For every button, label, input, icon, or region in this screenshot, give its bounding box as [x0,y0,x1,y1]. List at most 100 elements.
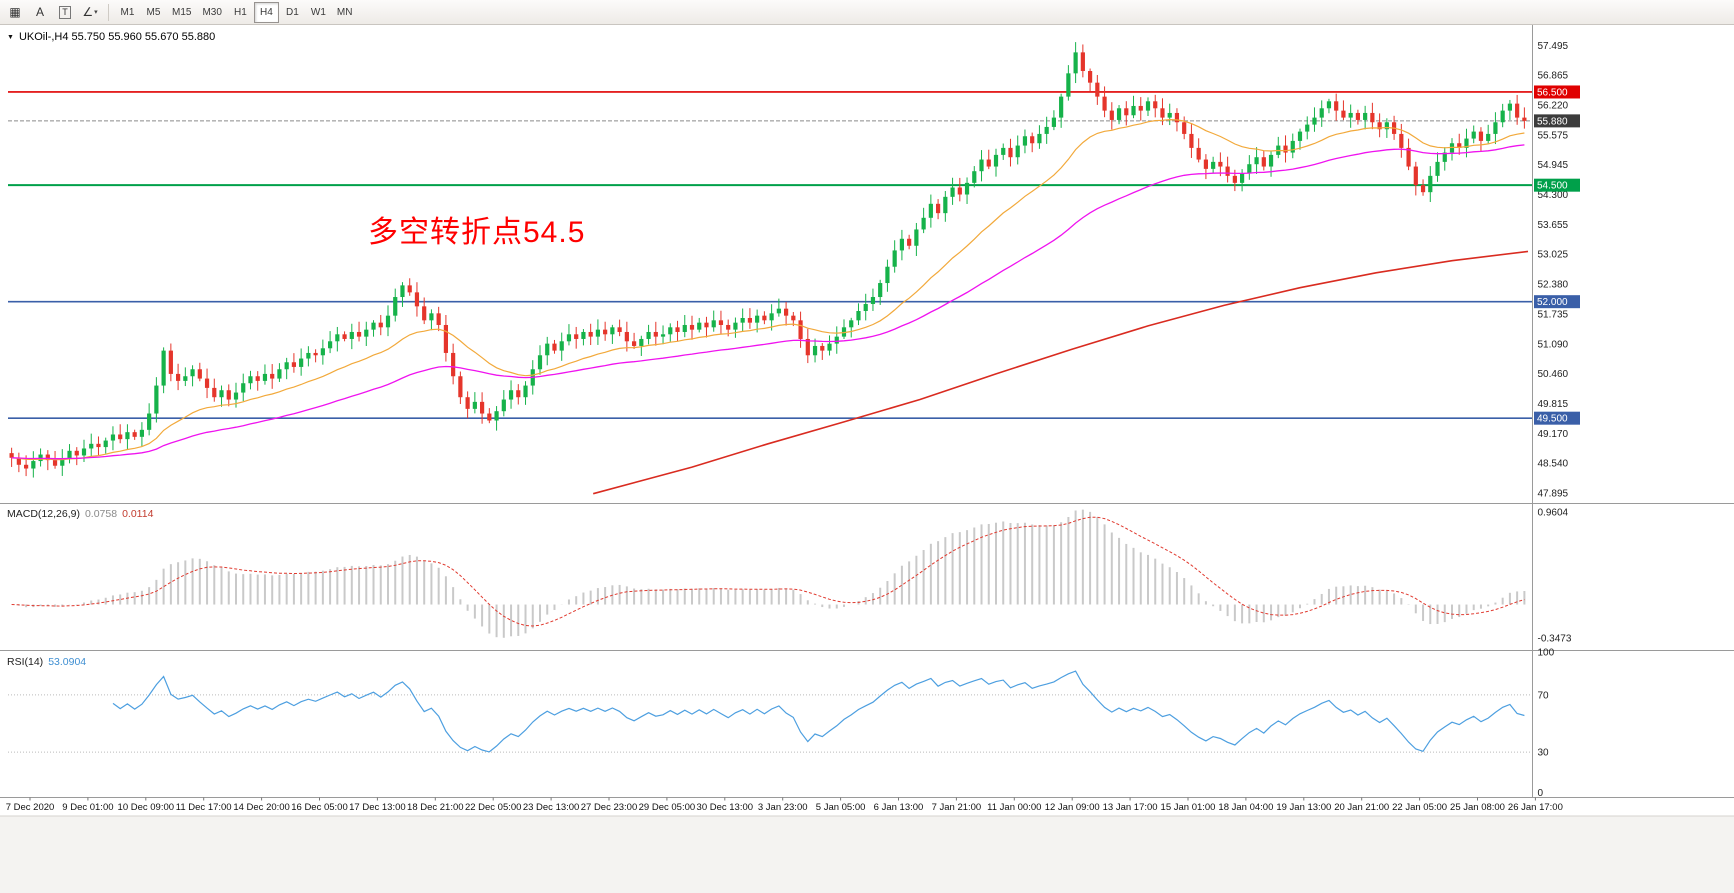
rsi-axis-label: 0 [1538,788,1544,799]
time-axis-label: 6 Jan 13:00 [874,802,924,813]
svg-text:54.500: 54.500 [1537,181,1568,192]
time-axis-label: 25 Jan 08:00 [1450,802,1505,813]
price-badge-52.000: 52.000 [1534,295,1580,309]
price-tick-label: 53.025 [1538,249,1569,260]
time-axis-label: 22 Dec 05:00 [465,802,522,813]
time-axis-label: 30 Dec 13:00 [697,802,754,813]
rsi-axis-label: 30 [1538,748,1550,759]
horizontal-level-lines[interactable] [8,91,1533,419]
price-tick-label: 52.380 [1538,279,1569,290]
ma-medium-line [11,144,1525,460]
symbol-header: ▼ UKOil-,H4 55.750 55.960 55.670 55.880 [7,31,215,43]
time-axis-label: 22 Jan 05:00 [1392,802,1447,813]
time-axis-label: 26 Jan 17:00 [1508,802,1563,813]
grid-icon: ▦ [9,5,21,19]
rsi-value: 53.0904 [48,656,87,668]
ma-fast-line [11,118,1525,461]
time-axis-label: 14 Dec 20:00 [233,802,290,813]
price-tick-label: 49.170 [1538,429,1569,440]
price-tick-label: 51.735 [1538,310,1569,321]
macd-axis-label: 0.9604 [1538,507,1569,518]
svg-text:56.500: 56.500 [1537,87,1568,98]
svg-text:49.500: 49.500 [1537,414,1568,425]
time-axis-label: 16 Dec 05:00 [291,802,348,813]
time-axis-label: 7 Dec 2020 [6,802,55,813]
price-badge-56.500: 56.500 [1534,85,1580,99]
time-axis-label: 27 Dec 23:00 [581,802,638,813]
time-axis-label: 3 Jan 23:00 [758,802,808,813]
timeframe-m15-button[interactable]: M15 [167,2,196,23]
symbol-ohlc-text: UKOil-,H4 55.750 55.960 55.670 55.880 [18,31,216,43]
time-axis-label: 18 Dec 21:00 [407,802,464,813]
time-axis-label: 19 Jan 13:00 [1276,802,1331,813]
price-tick-label: 47.895 [1538,488,1569,499]
macd-indicator [11,509,1526,638]
price-tick-label: 56.220 [1538,101,1569,112]
time-axis-label: 11 Dec 17:00 [176,802,232,813]
price-tick-label: 57.495 [1538,41,1569,52]
symbol-dropdown-icon[interactable]: ▼ [7,33,14,41]
time-axis-label: 11 Jan 00:00 [987,802,1041,813]
macd-indicator-label: MACD(12,26,9) 0.0758 0.0114 [7,508,153,520]
svg-text:52.000: 52.000 [1537,297,1568,308]
rsi-name: RSI(14) [7,656,44,668]
macd-signal-line [11,516,1525,627]
toolbar-separator [108,3,109,21]
timeframe-mn-button[interactable]: MN [332,2,358,23]
rsi-indicator-label: RSI(14) 53.0904 [7,656,86,668]
svg-text:55.880: 55.880 [1537,116,1568,127]
shapes-icon: ∠ [82,5,94,19]
timeframe-m5-button[interactable]: M5 [141,2,166,23]
text-tool-button[interactable]: T [53,2,77,23]
text-label-tool-button[interactable]: A [28,2,52,23]
time-axis-label: 17 Dec 13:00 [349,802,406,813]
grid-tool-button[interactable]: ▦ [3,2,27,23]
time-axis[interactable]: 7 Dec 2020 9 Dec 01:00 10 Dec 09:00 11 Dec … [6,797,1563,814]
moving-averages [11,118,1529,495]
price-tick-label: 48.540 [1538,458,1569,469]
price-tick-label: 53.655 [1538,220,1569,231]
price-tick-label: 50.460 [1538,369,1569,380]
macd-signal-value: 0.0114 [122,508,154,520]
shapes-tool-button[interactable]: ∠ ▾ [78,2,102,23]
time-axis-label: 18 Jan 04:00 [1218,802,1273,813]
price-badge-54.500: 54.500 [1534,178,1580,192]
timeframe-h4-button[interactable]: H4 [253,1,279,23]
price-tick-label: 56.865 [1538,70,1569,81]
panel-separators [0,25,1734,798]
time-axis-label: 7 Jan 21:00 [932,802,982,813]
macd-name: MACD(12,26,9) [7,508,80,520]
rsi-axis-label: 100 [1538,648,1555,659]
price-badge-55.880: 55.880 [1534,114,1580,128]
time-axis-label: 9 Dec 01:00 [62,802,113,813]
price-tick-label: 54.945 [1538,160,1569,171]
price-axis[interactable]: 57.495 56.865 56.220 55.575 54.945 54.300 53.6… [1534,41,1580,799]
time-axis-label: 15 Jan 01:00 [1161,802,1216,813]
price-tick-label: 55.575 [1538,131,1569,142]
macd-axis-label: -0.3473 [1538,634,1572,645]
price-tick-label: 54.300 [1538,190,1569,201]
rsi-axis-label: 70 [1538,690,1550,701]
time-axis-label: 12 Jan 09:00 [1045,802,1100,813]
price-badge-49.500: 49.500 [1534,411,1580,425]
candlestick-series [9,42,1527,478]
macd-main-value: 0.0758 [84,508,118,520]
chevron-down-icon: ▾ [94,9,98,16]
text-icon: T [59,5,71,19]
timeframe-h1-button[interactable]: H1 [228,2,253,23]
time-axis-label: 5 Jan 05:00 [816,802,866,813]
time-axis-label: 13 Jan 17:00 [1103,802,1158,813]
rsi-indicator [8,670,1533,753]
time-axis-label: 23 Dec 13:00 [523,802,580,813]
chart-annotation-text[interactable]: 多空转折点54.5 [368,216,586,249]
timeframe-w1-button[interactable]: W1 [306,2,331,23]
toolbar: ▦ A T ∠ ▾ M1 M5 M15 M30 H1 H4 D1 W1 MN [0,0,1734,25]
rsi-line [112,670,1525,753]
timeframe-m1-button[interactable]: M1 [115,2,140,23]
timeframe-m30-button[interactable]: M30 [197,2,226,23]
text-label-icon: A [35,5,44,19]
time-axis-label: 10 Dec 09:00 [118,802,175,813]
time-axis-label: 29 Dec 05:00 [639,802,696,813]
timeframe-d1-button[interactable]: D1 [280,2,305,23]
